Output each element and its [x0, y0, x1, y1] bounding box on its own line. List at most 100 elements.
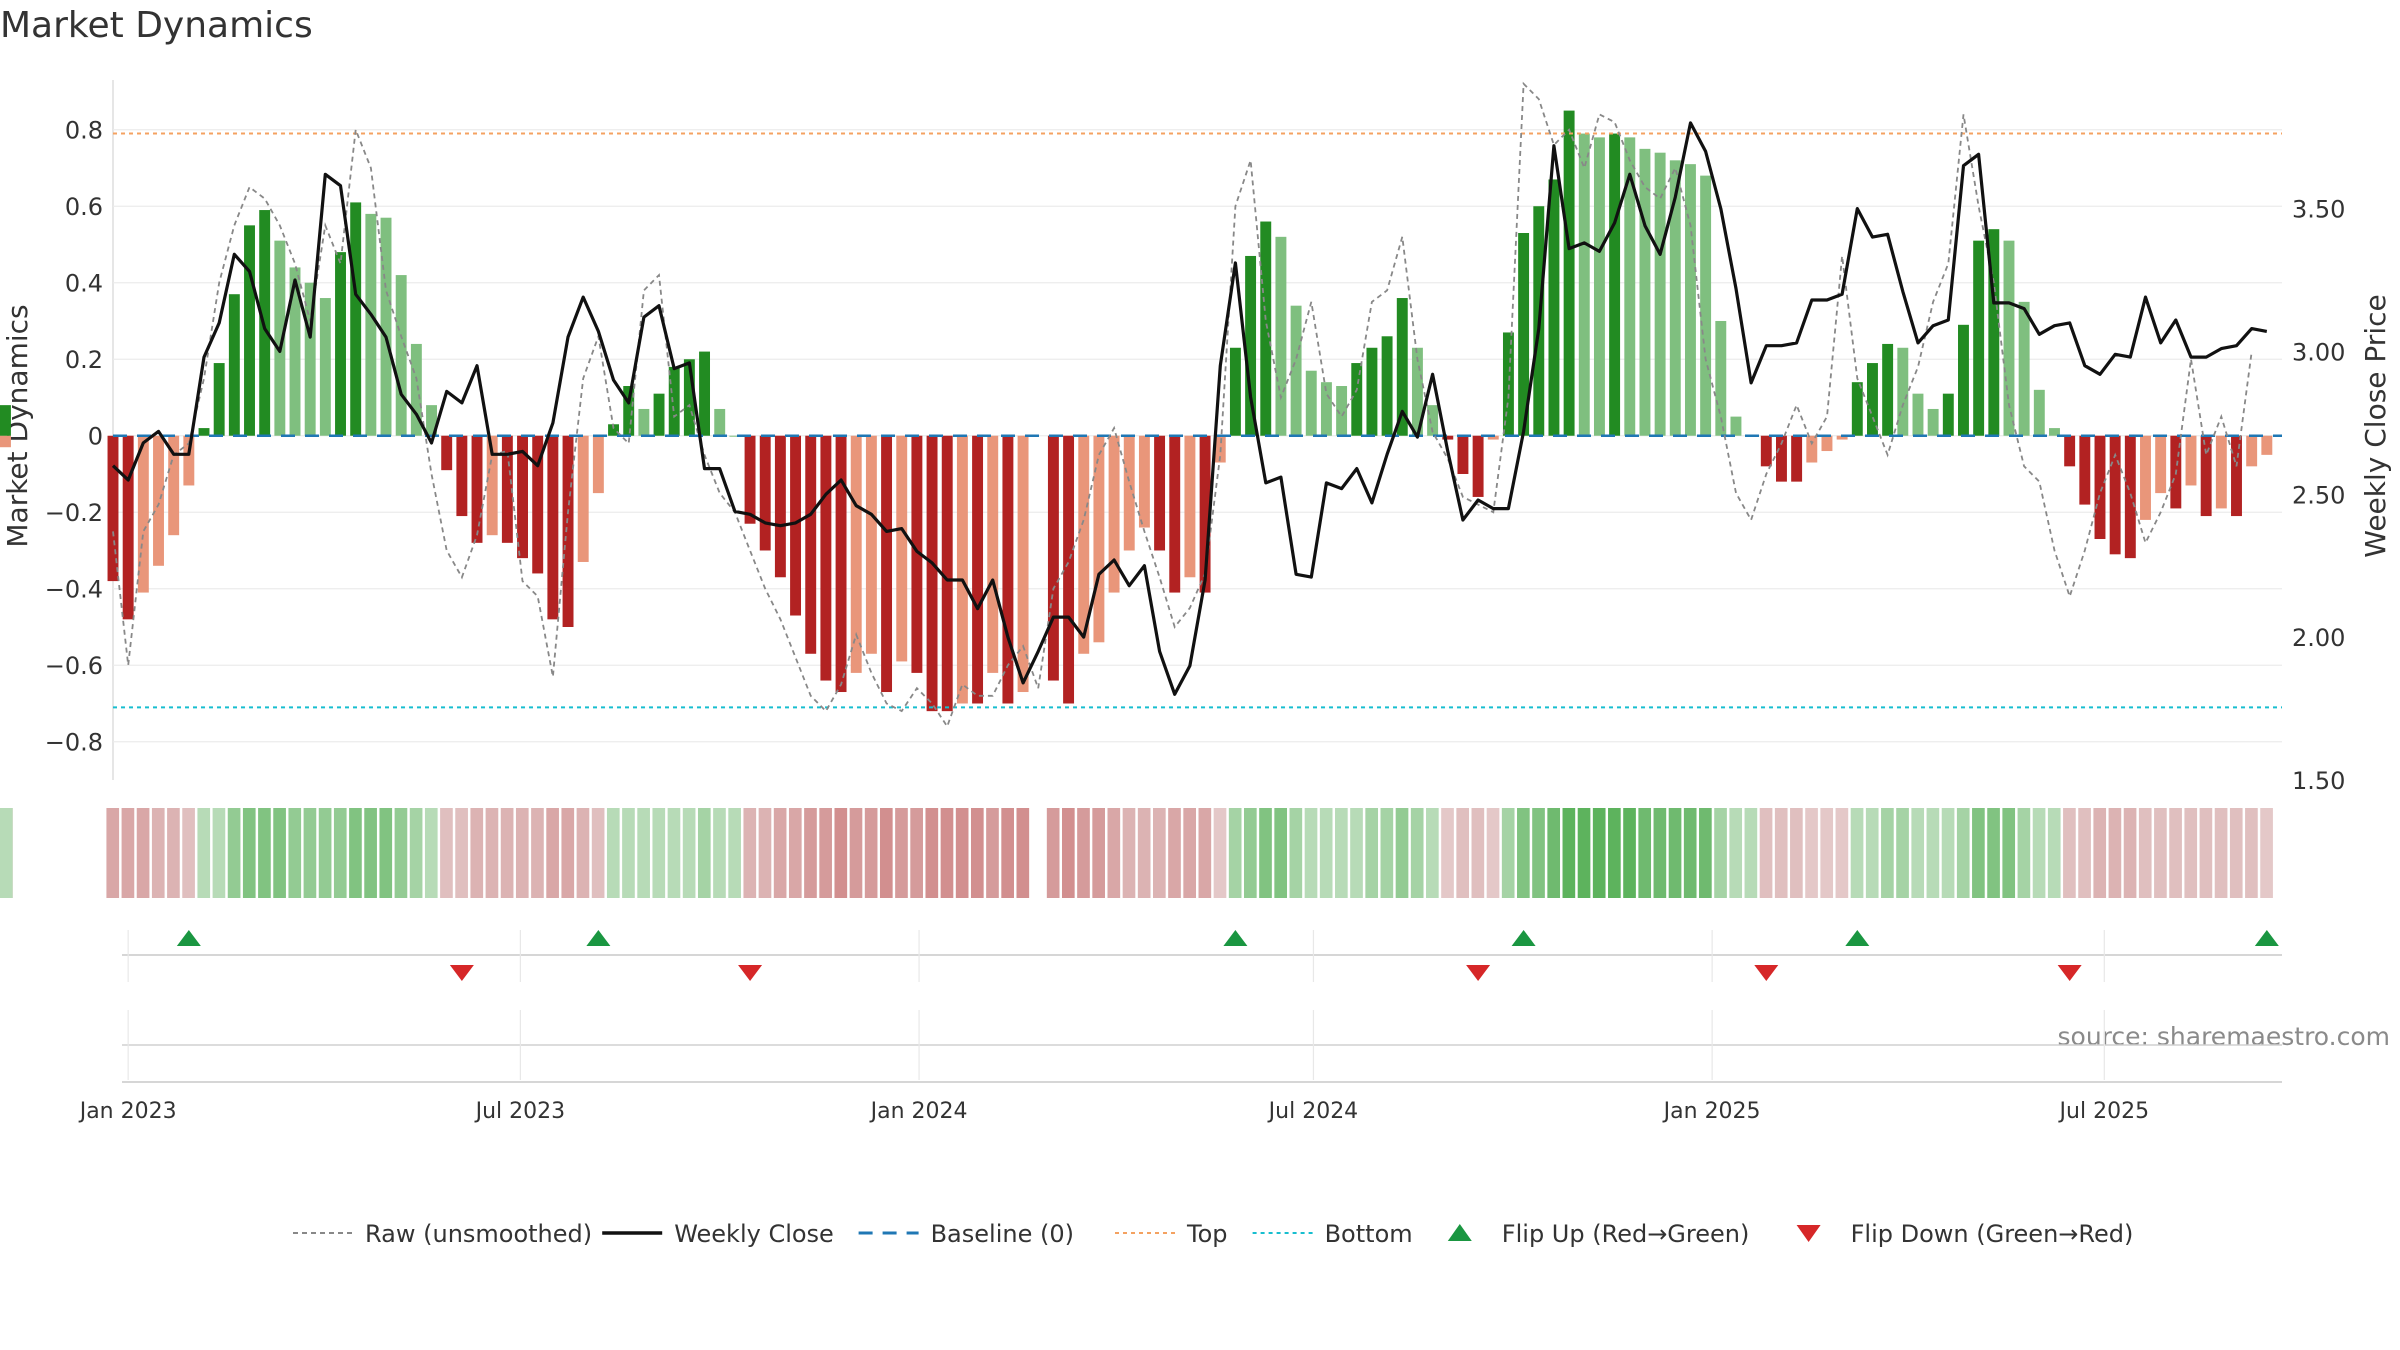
- state-band-cell: [197, 808, 211, 898]
- legend-item-baseline[interactable]: Baseline (0): [858, 1220, 1074, 1248]
- dynamics-bar: [820, 435, 832, 681]
- dynamics-bar: [486, 435, 498, 536]
- dynamics-bar: [2200, 435, 2212, 517]
- state-band-cell: [1926, 808, 1940, 898]
- dynamics-bar: [274, 240, 286, 436]
- dynamics-bar: [1639, 148, 1651, 436]
- state-band-cell: [788, 808, 802, 898]
- state-band-cell: [606, 808, 620, 898]
- legend-label: Flip Down (Green→Red): [1851, 1220, 2134, 1248]
- dynamics-bar: [1017, 435, 1029, 693]
- state-band-cell: [1259, 808, 1272, 898]
- dynamics-bar: [1078, 435, 1090, 654]
- dynamics-bar: [304, 282, 316, 436]
- dynamics-bar: [2079, 435, 2091, 505]
- legend-item-bottom[interactable]: Bottom: [1252, 1220, 1413, 1248]
- state-band-cell: [1941, 808, 1955, 898]
- dynamics-bar: [562, 435, 574, 627]
- dynamics-bar: [1851, 382, 1863, 436]
- state-band-cell: [2214, 808, 2228, 898]
- dynamics-bar: [1381, 336, 1393, 436]
- legend-item-close[interactable]: Weekly Close: [602, 1220, 834, 1248]
- state-band-cell: [2002, 808, 2016, 898]
- dynamics-bar: [1351, 363, 1363, 436]
- y2-tick-label: 2.50: [2292, 481, 2345, 509]
- dynamics-bar: [426, 405, 437, 436]
- state-band-cell: [242, 808, 256, 898]
- state-band-cell: [2108, 808, 2122, 898]
- dynamics-bar: [0, 435, 11, 440]
- state-band-cell: [1304, 808, 1318, 898]
- state-band-cell: [1896, 808, 1909, 898]
- legend-item-top[interactable]: Top: [1115, 1220, 1228, 1248]
- dynamics-bar: [1897, 347, 1909, 436]
- dynamics-bar: [122, 435, 134, 620]
- dynamics-bar: [926, 435, 938, 712]
- dynamics-bar: [790, 435, 802, 616]
- dynamics-bar: [395, 275, 407, 436]
- state-band-cell: [955, 808, 969, 898]
- state-band-cell: [2199, 808, 2213, 898]
- dynamics-bar: [1290, 305, 1302, 436]
- legend[interactable]: Raw (unsmoothed) Weekly Close Baseline (0)…: [293, 1220, 2133, 1248]
- dynamics-bar: [456, 435, 468, 517]
- x-axis: Jan 2023 Jul 2023 Jan 2024 Jul 2024 Jan 2025…: [78, 1010, 2282, 1124]
- state-band-cell: [500, 808, 514, 898]
- dynamics-bar: [1684, 164, 1696, 436]
- y-tick-label: 0.2: [65, 346, 103, 374]
- dynamics-bar: [608, 424, 619, 436]
- dynamics-bar: [956, 435, 968, 704]
- state-band-cell: [1365, 808, 1379, 898]
- dynamics-bar: [1047, 435, 1059, 681]
- dynamics-bar: [2064, 435, 2076, 467]
- state-band-cell: [2078, 808, 2091, 898]
- legend-item-flip_down[interactable]: Flip Down (Green→Red): [1796, 1220, 2134, 1248]
- flip-down-marker: [449, 965, 474, 981]
- state-band-cell: [1911, 808, 1925, 898]
- state-band-cell: [2260, 808, 2273, 898]
- x-tick-label: Jul 2023: [474, 1099, 566, 1124]
- dynamics-bar: [1366, 347, 1378, 436]
- y-tick-label: 0.8: [65, 117, 103, 145]
- state-band-cell: [1592, 808, 1606, 898]
- state-band-cell: [2123, 808, 2137, 898]
- flip-up-marker: [176, 930, 201, 946]
- state-band-cell: [546, 808, 559, 898]
- state-band-cell: [773, 808, 787, 898]
- dynamics-bar: [547, 435, 559, 620]
- state-band-cell: [379, 808, 393, 898]
- x-tick-label: Jan 2025: [1662, 1099, 1761, 1124]
- state-band-cell: [167, 808, 180, 898]
- legend-item-raw[interactable]: Raw (unsmoothed): [293, 1220, 592, 1248]
- dynamics-bar: [168, 435, 180, 536]
- state-band-cell: [1790, 808, 1803, 898]
- state-band-cell: [1289, 808, 1303, 898]
- flip-up-marker: [1845, 930, 1870, 946]
- dynamics-bar: [1002, 435, 1014, 704]
- dynamics-bar: [2049, 428, 2060, 436]
- state-band-cell: [151, 808, 165, 898]
- legend-item-flip_up[interactable]: Flip Up (Red→Green): [1447, 1220, 1750, 1248]
- y-tick-label: −0.4: [45, 576, 103, 604]
- state-band-cell: [394, 808, 408, 898]
- dynamics-bar: [623, 386, 635, 436]
- legend-label: Bottom: [1325, 1220, 1413, 1248]
- dynamics-bar: [1942, 393, 1954, 436]
- state-band-cell: [682, 808, 696, 898]
- state-band-cell: [2047, 808, 2061, 898]
- y2-tick-label: 3.00: [2292, 338, 2345, 366]
- y2-axis-label: Weekly Close Price: [2359, 294, 2392, 557]
- dynamics-bar: [1912, 393, 1924, 436]
- dynamics-bar: [1245, 255, 1257, 436]
- state-band-cell: [576, 808, 590, 898]
- state-band-cell: [713, 808, 726, 898]
- state-band-cell: [834, 808, 848, 898]
- y2-tick-label: 2.00: [2292, 624, 2345, 652]
- state-band-cell: [2063, 808, 2076, 898]
- dynamics-bar: [1336, 386, 1348, 436]
- dynamics-bar: [1669, 160, 1681, 436]
- dynamics-bar: [2261, 435, 2273, 455]
- state-band-cell: [1865, 808, 1879, 898]
- state-band-cell: [697, 808, 711, 898]
